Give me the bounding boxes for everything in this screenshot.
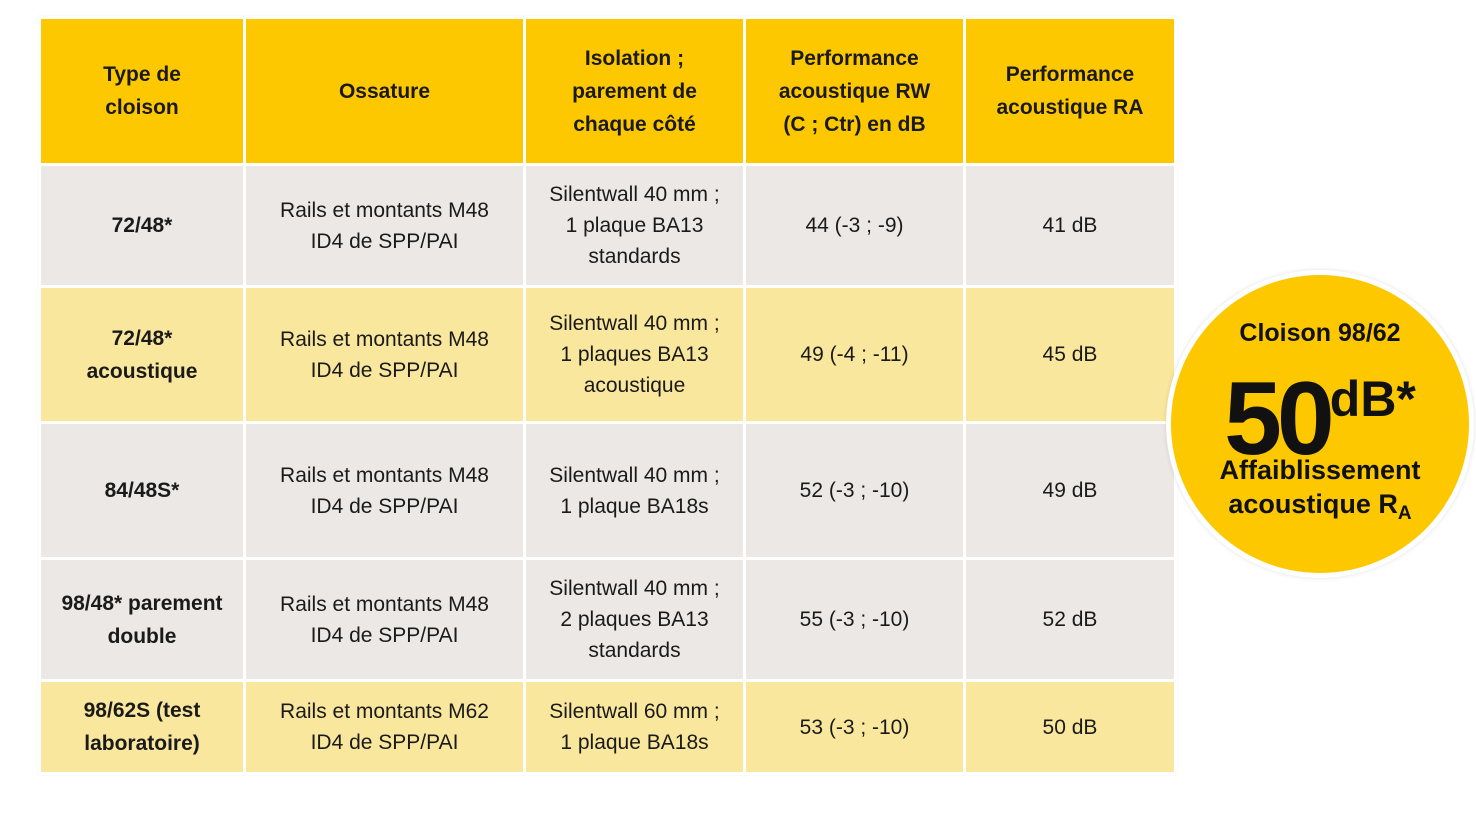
header-text-line: Ossature [338, 79, 431, 103]
header-text-line: cloison [105, 96, 179, 119]
cell-text-line: 1 plaque BA13 [565, 214, 704, 237]
header-cell-ossature: Ossature [246, 19, 523, 163]
table-row: 72/48* Rails et montants M48 ID4 de SPP/… [41, 166, 1174, 285]
cell-ra: 49 dB [966, 424, 1174, 557]
table-row: 84/48S* Rails et montants M48 ID4 de SPP… [41, 424, 1174, 557]
header-cell-isolation: Isolation ; parement de chaque côté [526, 19, 743, 163]
table-header-row: Type de cloison Ossature Isolation ; par… [41, 19, 1174, 163]
cell-text-line: Rails et montants M48 [280, 198, 489, 222]
cell-text-line: 1 plaque BA18s [560, 494, 709, 518]
badge-value-line: 50dB* [1171, 343, 1469, 475]
cell-text-line: ID4 de SPP/PAI [310, 623, 459, 647]
cell-text-line: 72/48* [111, 326, 173, 350]
cell-text-line: Silentwall 40 mm ; [549, 183, 720, 206]
cell-type: 84/48S* [41, 424, 243, 557]
cell-type: 98/48* parement double [41, 560, 243, 679]
table-row: 98/48* parement double Rails et montants… [41, 560, 1174, 679]
cell-text-line: standards [588, 639, 681, 662]
badge-subtitle-line1: Affaiblissement [1219, 455, 1421, 485]
cell-text-line: Silentwall 60 mm ; [549, 700, 720, 723]
cell-text-line: Rails et montants M48 [280, 592, 489, 616]
header-text-line: Isolation ; [584, 46, 685, 70]
cell-rw: 52 (-3 ; -10) [746, 424, 963, 557]
header-text-line: Type de [103, 63, 181, 86]
cell-text-line: 1 plaque BA18s [560, 731, 709, 754]
cell-ra: 41 dB [966, 166, 1174, 285]
cell-text-line: ID4 de SPP/PAI [310, 229, 459, 253]
badge-subtitle-line2: acoustique RA [1171, 489, 1469, 525]
performance-badge: Cloison 98/62 50dB* Affaiblissement acou… [1166, 270, 1474, 578]
badge-value: 50 [1224, 361, 1335, 477]
cell-rw: 55 (-3 ; -10) [746, 560, 963, 679]
cell-isolation: Silentwall 40 mm ; 1 plaque BA18s [526, 424, 743, 557]
cell-text-line: Silentwall 40 mm ; [549, 577, 720, 600]
header-text-line: parement de [572, 79, 697, 103]
cell-ossature: Rails et montants M62 ID4 de SPP/PAI [246, 682, 523, 772]
cell-type: 98/62S (test laboratoire) [41, 682, 243, 772]
badge-unit: dB* [1329, 371, 1416, 427]
cell-type: 72/48* [41, 166, 243, 285]
header-text-line: acoustique RA [996, 96, 1144, 119]
cell-ra: 52 dB [966, 560, 1174, 679]
cell-text-line: 1 plaques BA13 [560, 343, 709, 366]
cell-ra: 45 dB [966, 288, 1174, 421]
cell-ossature: Rails et montants M48 ID4 de SPP/PAI [246, 166, 523, 285]
cell-text-line: laboratoire) [84, 732, 200, 755]
cell-text-line: Rails et montants M48 [280, 463, 489, 487]
cell-text-line: Silentwall 40 mm ; [549, 463, 720, 487]
acoustic-performance-table: Type de cloison Ossature Isolation ; par… [38, 16, 1177, 775]
cell-ossature: Rails et montants M48 ID4 de SPP/PAI [246, 424, 523, 557]
header-cell-rw: Performance acoustique RW (C ; Ctr) en d… [746, 19, 963, 163]
header-text-line: Performance [1005, 63, 1135, 86]
header-text-line: acoustique RW [778, 79, 931, 103]
cell-text-line: ID4 de SPP/PAI [310, 358, 459, 382]
cell-text-line: Rails et montants M62 [280, 700, 489, 723]
cell-isolation: Silentwall 40 mm ; 1 plaques BA13 acoust… [526, 288, 743, 421]
cell-text-line: standards [588, 245, 681, 268]
header-text-line: (C ; Ctr) en dB [783, 112, 926, 136]
cell-ra: 50 dB [966, 682, 1174, 772]
cell-isolation: Silentwall 60 mm ; 1 plaque BA18s [526, 682, 743, 772]
cell-text-line: 2 plaques BA13 [560, 608, 709, 631]
cell-isolation: Silentwall 40 mm ; 2 plaques BA13 standa… [526, 560, 743, 679]
cell-type: 72/48* acoustique [41, 288, 243, 421]
cell-text-line: 84/48S* [104, 479, 180, 502]
cell-text-line: ID4 de SPP/PAI [310, 731, 459, 754]
header-text-line: chaque côté [573, 112, 696, 136]
header-cell-type: Type de cloison [41, 19, 243, 163]
cell-rw: 49 (-4 ; -11) [746, 288, 963, 421]
cell-ossature: Rails et montants M48 ID4 de SPP/PAI [246, 560, 523, 679]
cell-text-line: double [107, 624, 177, 648]
table-row: 98/62S (test laboratoire) Rails et monta… [41, 682, 1174, 772]
cell-text-line: 72/48* [111, 214, 173, 237]
badge-subtitle-text: acoustique R [1228, 489, 1398, 519]
badge-disc: Cloison 98/62 50dB* Affaiblissement acou… [1171, 275, 1469, 573]
badge-subscript: A [1397, 503, 1412, 524]
badge-title: Cloison 98/62 [1239, 319, 1401, 347]
cell-text-line: ID4 de SPP/PAI [310, 494, 459, 518]
cell-rw: 44 (-3 ; -9) [746, 166, 963, 285]
cell-text-line: 98/62S (test [83, 699, 201, 722]
cell-isolation: Silentwall 40 mm ; 1 plaque BA13 standar… [526, 166, 743, 285]
table-row: 72/48* acoustique Rails et montants M48 … [41, 288, 1174, 421]
cell-text-line: acoustique [583, 374, 686, 397]
cell-text-line: 98/48* parement [61, 591, 223, 615]
cell-text-line: acoustique [86, 359, 198, 383]
cell-text-line: Rails et montants M48 [280, 327, 489, 351]
header-cell-ra: Performance acoustique RA [966, 19, 1174, 163]
cell-ossature: Rails et montants M48 ID4 de SPP/PAI [246, 288, 523, 421]
cell-rw: 53 (-3 ; -10) [746, 682, 963, 772]
cell-text-line: Silentwall 40 mm ; [549, 312, 720, 335]
header-text-line: Performance [790, 46, 919, 70]
